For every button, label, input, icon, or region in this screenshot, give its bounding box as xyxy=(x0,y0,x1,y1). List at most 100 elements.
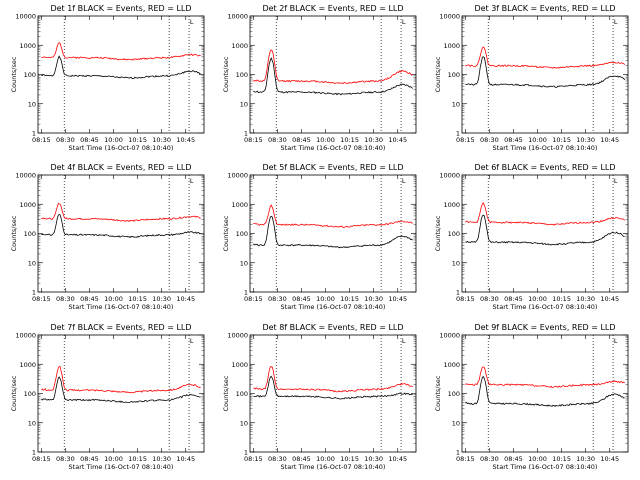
series-line-lld xyxy=(253,366,413,393)
chart-title: Det 7f BLACK = Events, RED = LLD xyxy=(50,323,191,332)
legend-glyph: L xyxy=(402,18,406,26)
x-tick-label: 10:45 xyxy=(176,455,195,463)
x-axis-label: Start Time (16-Oct-07 08:10:40) xyxy=(69,303,174,311)
x-tick-label: 08:15 xyxy=(32,455,51,463)
x-tick-label: 10:45 xyxy=(388,455,407,463)
series-line-events xyxy=(465,214,625,246)
x-tick-label: 08:30 xyxy=(268,295,287,303)
series-line-events xyxy=(41,214,201,239)
series-line-events xyxy=(253,57,413,96)
x-axis-label: Start Time (16-Oct-07 08:10:40) xyxy=(281,463,386,471)
y-tick-label: 1 xyxy=(456,130,460,138)
y-tick-label: 10 xyxy=(240,259,248,267)
x-tick-label: 10:45 xyxy=(600,295,619,303)
y-tick-label: 1000 xyxy=(19,201,36,209)
x-tick-label: 08:45 xyxy=(504,136,523,144)
y-axis-label: Counts/sec xyxy=(434,56,442,92)
y-tick-label: 10000 xyxy=(227,13,248,21)
x-axis-label: Start Time (16-Oct-07 08:10:40) xyxy=(493,303,598,311)
series-line-lld xyxy=(41,202,201,223)
x-tick-label: 10:30 xyxy=(576,136,595,144)
y-tick-label: 1000 xyxy=(443,42,460,50)
y-axis-label: Counts/sec xyxy=(434,375,442,411)
x-tick-label: 08:45 xyxy=(80,455,99,463)
y-tick-label: 100 xyxy=(236,71,248,79)
y-tick-label: 10000 xyxy=(439,332,460,340)
series-line-lld xyxy=(41,42,201,61)
chart-panel: Det 6f BLACK = Events, RED = LLD L 1 10 100 1… xyxy=(434,163,629,311)
x-tick-label: 08:45 xyxy=(80,136,99,144)
x-axis-label: Start Time (16-Oct-07 08:10:40) xyxy=(493,463,598,471)
x-tick-label: 08:15 xyxy=(244,295,263,303)
x-tick-label: 08:45 xyxy=(292,455,311,463)
plot-frame xyxy=(37,334,205,453)
x-axis-label: Start Time (16-Oct-07 08:10:40) xyxy=(493,144,598,152)
x-tick-label: 10:15 xyxy=(128,295,147,303)
legend-glyph: L xyxy=(402,337,406,345)
x-tick-label: 10:15 xyxy=(128,136,147,144)
series-line-events xyxy=(252,215,413,249)
y-tick-label: 10000 xyxy=(15,332,36,340)
x-axis-label: Start Time (16-Oct-07 08:10:40) xyxy=(281,303,386,311)
x-tick-label: 10:15 xyxy=(552,455,571,463)
series-line-lld xyxy=(465,46,625,69)
series-line-lld xyxy=(465,366,625,388)
y-tick-label: 10 xyxy=(452,419,460,427)
x-tick-label: 08:30 xyxy=(56,295,75,303)
series-line-lld xyxy=(41,365,201,394)
legend-glyph: L xyxy=(614,18,618,26)
chart-title: Det 9f BLACK = Events, RED = LLD xyxy=(474,323,615,332)
x-tick-label: 10:45 xyxy=(176,136,195,144)
y-axis-label: Counts/sec xyxy=(222,215,230,251)
x-tick-label: 08:15 xyxy=(456,455,475,463)
x-tick-label: 08:45 xyxy=(292,136,311,144)
y-tick-label: 100 xyxy=(24,230,36,238)
y-tick-label: 100 xyxy=(24,71,36,79)
x-tick-label: 10:30 xyxy=(576,455,595,463)
legend-glyph: L xyxy=(190,337,194,345)
y-tick-label: 10000 xyxy=(15,172,36,180)
chart-title: Det 6f BLACK = Events, RED = LLD xyxy=(474,163,615,172)
x-tick-label: 10:30 xyxy=(152,136,171,144)
chart-title: Det 2f BLACK = Events, RED = LLD xyxy=(262,4,403,13)
x-tick-label: 10:45 xyxy=(176,295,195,303)
plot-frame xyxy=(249,334,417,453)
series-line-events xyxy=(465,56,626,88)
x-tick-label: 10:45 xyxy=(600,136,619,144)
series-line-events xyxy=(41,55,201,79)
y-tick-label: 10 xyxy=(28,259,36,267)
x-tick-label: 08:30 xyxy=(268,136,287,144)
x-tick-label: 10:00 xyxy=(104,295,123,303)
y-tick-label: 1000 xyxy=(231,42,248,50)
y-tick-label: 1000 xyxy=(231,361,248,369)
y-tick-label: 10000 xyxy=(15,13,36,21)
x-tick-label: 08:30 xyxy=(480,136,499,144)
x-tick-label: 10:00 xyxy=(528,455,547,463)
x-tick-label: 08:45 xyxy=(80,295,99,303)
chart-panel: Det 1f BLACK = Events, RED = LLD L 1 10 100 1… xyxy=(10,4,205,152)
y-tick-label: 1 xyxy=(456,449,460,457)
x-tick-label: 10:00 xyxy=(316,455,335,463)
y-tick-label: 100 xyxy=(24,390,36,398)
y-tick-label: 10 xyxy=(28,419,36,427)
series-line-events xyxy=(253,375,413,400)
x-tick-label: 10:00 xyxy=(316,295,335,303)
y-tick-label: 1 xyxy=(456,289,460,297)
x-tick-label: 08:15 xyxy=(32,136,51,144)
x-tick-label: 10:45 xyxy=(388,136,407,144)
series-line-events xyxy=(41,376,201,404)
y-axis-label: Counts/sec xyxy=(434,215,442,251)
chart-panel: Det 9f BLACK = Events, RED = LLD L 1 10 100 1… xyxy=(434,323,629,471)
legend-glyph: L xyxy=(614,337,618,345)
chart-title: Det 4f BLACK = Events, RED = LLD xyxy=(50,163,191,172)
y-tick-label: 1000 xyxy=(231,201,248,209)
y-axis-label: Counts/sec xyxy=(222,56,230,92)
x-tick-label: 08:15 xyxy=(244,136,263,144)
y-tick-label: 1 xyxy=(244,449,248,457)
y-tick-label: 100 xyxy=(448,230,460,238)
y-tick-label: 100 xyxy=(448,390,460,398)
x-tick-label: 10:30 xyxy=(364,136,383,144)
y-axis-label: Counts/sec xyxy=(10,56,18,92)
chart-panel: Det 3f BLACK = Events, RED = LLD L 1 10 100 1… xyxy=(434,4,629,152)
